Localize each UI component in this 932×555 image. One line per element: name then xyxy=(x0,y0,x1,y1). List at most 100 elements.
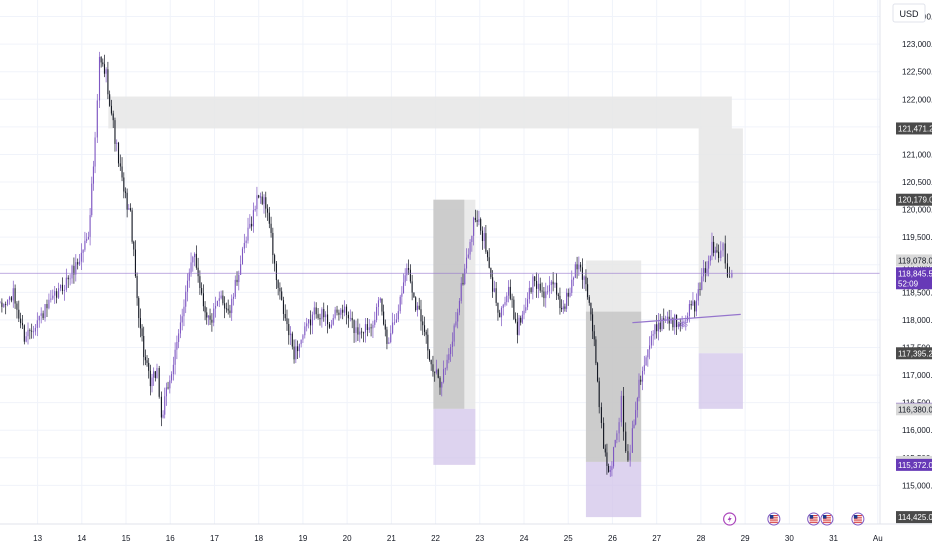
candle-body xyxy=(164,396,166,415)
candle-body xyxy=(384,324,386,330)
candle-body xyxy=(578,264,580,270)
candle-body xyxy=(640,379,642,382)
candle-body xyxy=(16,303,18,310)
candle-body xyxy=(359,331,361,335)
candle-body xyxy=(616,433,618,440)
event-markers[interactable] xyxy=(723,512,865,526)
candle-body xyxy=(117,142,120,164)
candle-body xyxy=(534,276,536,282)
candle-body xyxy=(59,284,62,289)
candle-body xyxy=(179,322,181,334)
us-flag-icon[interactable] xyxy=(767,512,781,526)
candle-body xyxy=(559,295,561,309)
us-flag-icon[interactable] xyxy=(820,512,834,526)
currency-button[interactable] xyxy=(892,3,926,23)
candle-body xyxy=(647,349,649,358)
candle-body xyxy=(236,279,238,283)
candle-body xyxy=(238,274,240,283)
candle-body xyxy=(229,310,231,314)
candle-body xyxy=(169,380,171,389)
candle-body xyxy=(690,304,692,306)
candle-body xyxy=(509,286,511,299)
price-label-box xyxy=(896,122,932,135)
candle-body xyxy=(225,308,227,310)
candle-body xyxy=(282,300,285,314)
us-flag-icon[interactable] xyxy=(807,512,821,526)
candle-body xyxy=(136,276,138,299)
candle-body xyxy=(84,240,86,250)
candle-body xyxy=(469,241,471,255)
flag-canton xyxy=(853,515,858,519)
candle-body xyxy=(606,452,608,466)
candle-body xyxy=(102,62,104,65)
flag-stripe xyxy=(769,516,778,518)
candle-body xyxy=(213,308,215,323)
us-flag-icon[interactable] xyxy=(851,512,865,526)
x-tick-label: 23 xyxy=(475,534,484,543)
candle-body xyxy=(530,287,532,292)
candle-body xyxy=(275,263,277,281)
candle-body xyxy=(609,470,611,472)
candle-body xyxy=(561,308,563,310)
candle-body xyxy=(539,283,541,291)
candle-body xyxy=(232,296,235,299)
candle-body xyxy=(50,298,52,300)
y-tick-label: 120,000.0 xyxy=(902,206,932,215)
candle-body xyxy=(703,268,705,277)
candle-body xyxy=(247,227,249,241)
candle-body xyxy=(123,177,125,192)
candle-body xyxy=(218,298,220,301)
flag-stripe xyxy=(769,522,778,524)
lightning-icon[interactable] xyxy=(723,512,737,526)
candle-body xyxy=(596,363,599,382)
candle-body xyxy=(105,69,107,74)
candle-body xyxy=(201,287,203,294)
candle-body xyxy=(48,299,50,309)
candle-body xyxy=(513,299,515,319)
candle-body xyxy=(572,277,575,280)
y-tick-label: 116,000.0 xyxy=(902,426,932,435)
candle-body xyxy=(537,283,539,289)
candle-body xyxy=(676,314,678,328)
candle-body xyxy=(31,330,33,332)
candle-body xyxy=(620,395,622,423)
flag-stripe xyxy=(853,520,862,522)
candle-body xyxy=(490,267,492,278)
candle-body xyxy=(40,313,42,316)
candle-body xyxy=(722,243,724,251)
candle-body xyxy=(251,223,253,227)
flag-stripe xyxy=(769,518,778,520)
lightning-bolt xyxy=(727,515,732,523)
candle-body xyxy=(94,137,96,167)
candle-body xyxy=(428,350,431,360)
candle-body xyxy=(328,324,330,328)
candle-body xyxy=(422,321,424,326)
candle-body xyxy=(148,362,150,371)
candle-body xyxy=(478,219,480,222)
candle-body xyxy=(304,326,306,336)
candle-body xyxy=(399,296,401,312)
liquidity-label: $$$ xyxy=(678,323,689,329)
candle-body xyxy=(457,312,459,322)
candle-body xyxy=(706,268,708,274)
flag-canton xyxy=(809,515,814,519)
candle-body xyxy=(27,330,29,337)
flag-stripe xyxy=(853,515,862,516)
candle-body xyxy=(603,422,605,449)
candle-body xyxy=(718,251,720,259)
candle-body xyxy=(416,305,418,311)
candle-body xyxy=(353,320,355,334)
candle-body xyxy=(631,428,633,453)
currency-selector[interactable]: USD xyxy=(892,3,926,23)
candle-body xyxy=(190,262,192,273)
liquidity-line xyxy=(632,313,741,324)
candle-body xyxy=(12,288,14,301)
flag-stripe xyxy=(822,518,831,520)
flag-canton xyxy=(822,515,827,519)
time-axis[interactable]: 13 14 15 16 17 18 19 20 21 22 23 24 25 26 27 28 29 30 31 Au xyxy=(0,523,932,543)
candle-body xyxy=(8,297,11,300)
candle-body xyxy=(357,327,359,335)
candle-body xyxy=(364,324,367,333)
candle-body xyxy=(300,339,302,345)
